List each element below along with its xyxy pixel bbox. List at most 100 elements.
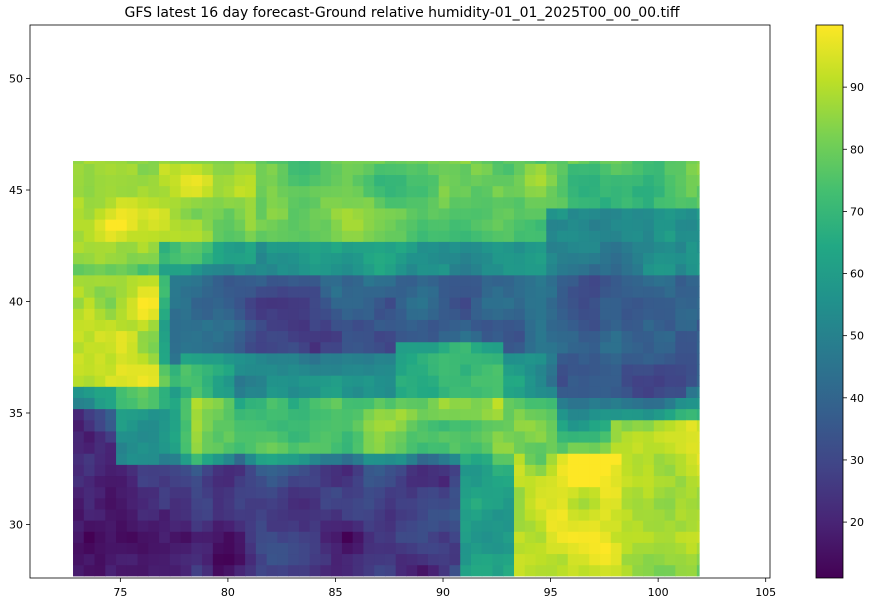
heatmap-cell — [610, 553, 623, 566]
heatmap-cell — [73, 464, 85, 477]
heatmap-cell — [621, 453, 633, 465]
heatmap-cell — [94, 542, 106, 555]
heatmap-cell — [159, 553, 171, 566]
heatmap-cell — [686, 252, 698, 265]
heatmap-cell — [406, 520, 418, 532]
heatmap-cell — [202, 520, 214, 532]
heatmap-cell — [94, 161, 106, 164]
heatmap-cell — [460, 553, 472, 566]
colorbar-tick-label: 60 — [850, 268, 864, 281]
heatmap-cell — [94, 341, 106, 354]
heatmap-cell — [212, 285, 225, 298]
heatmap-cell — [266, 174, 278, 187]
heatmap-cell — [653, 497, 666, 510]
heatmap-cell — [363, 196, 375, 209]
heatmap-cell — [610, 308, 623, 320]
heatmap-cell — [384, 230, 397, 242]
heatmap-cell — [126, 319, 139, 332]
heatmap-cell — [546, 508, 558, 521]
heatmap-cell — [395, 531, 408, 543]
heatmap-cell — [320, 163, 332, 175]
heatmap-cell — [148, 196, 160, 209]
heatmap-cell — [417, 341, 429, 354]
heatmap-cell — [245, 520, 257, 532]
heatmap-cell — [632, 219, 644, 231]
heatmap-cell — [675, 330, 687, 343]
heatmap-cell — [137, 564, 149, 577]
heatmap-cell — [320, 497, 332, 510]
heatmap-cell — [148, 363, 160, 376]
heatmap-cell — [503, 274, 515, 287]
heatmap-cell — [137, 308, 149, 320]
heatmap-cell — [621, 542, 633, 555]
heatmap-cell — [105, 241, 117, 254]
heatmap-cell — [180, 464, 192, 477]
heatmap-cell — [546, 486, 558, 499]
heatmap-cell — [524, 285, 537, 298]
heatmap-cell — [116, 308, 128, 320]
heatmap-cell — [514, 464, 526, 477]
heatmap-cell — [363, 230, 375, 242]
heatmap-cell — [105, 508, 117, 521]
heatmap-cell — [395, 464, 408, 477]
heatmap-cell — [169, 375, 182, 387]
heatmap-cell — [524, 520, 537, 532]
heatmap-cell — [288, 441, 300, 454]
heatmap-cell — [320, 486, 332, 499]
heatmap-cell — [277, 486, 289, 499]
heatmap-cell — [610, 508, 623, 521]
heatmap-cell — [309, 497, 322, 510]
heatmap-cell — [363, 419, 375, 432]
x-tick-label: 80 — [221, 586, 235, 599]
heatmap-cell — [159, 408, 171, 421]
heatmap-cell — [234, 319, 246, 332]
heatmap-cell — [234, 341, 246, 354]
heatmap-cell — [395, 185, 408, 198]
heatmap-cell — [557, 185, 569, 198]
heatmap-cell — [94, 352, 106, 365]
heatmap-cell — [94, 553, 106, 566]
heatmap-cell — [288, 196, 300, 209]
heatmap-cell — [535, 207, 547, 220]
heatmap-cell — [73, 475, 85, 488]
heatmap-cell — [406, 196, 418, 209]
heatmap-cell — [384, 161, 397, 164]
heatmap-cell — [481, 520, 494, 532]
heatmap-cell — [632, 520, 644, 532]
heatmap-cell — [116, 397, 128, 410]
heatmap-cell — [137, 553, 149, 566]
heatmap-cell — [320, 419, 332, 432]
heatmap-cell — [395, 163, 408, 175]
heatmap-cell — [600, 419, 612, 432]
heatmap-cell — [202, 252, 214, 265]
heatmap-cell — [212, 363, 225, 376]
heatmap-cell — [492, 161, 504, 164]
heatmap-cell — [202, 352, 214, 365]
heatmap-cell — [546, 219, 558, 231]
heatmap-cell — [288, 352, 300, 365]
colorbar-tick-label: 80 — [850, 143, 864, 156]
heatmap-cell — [137, 274, 149, 287]
heatmap-cell — [481, 297, 494, 309]
heatmap-cell — [309, 185, 322, 198]
heatmap-cell — [169, 397, 182, 410]
heatmap-cell — [191, 363, 203, 376]
heatmap-cell — [352, 174, 365, 187]
heatmap-cell — [341, 441, 354, 454]
heatmap-cell — [331, 241, 343, 254]
heatmap-cell — [363, 330, 375, 343]
heatmap-cell — [341, 185, 354, 198]
heatmap-cell — [492, 285, 504, 298]
heatmap-cell — [567, 441, 580, 454]
heatmap-cell — [277, 508, 289, 521]
heatmap-cell — [309, 230, 322, 242]
heatmap-cell — [384, 553, 397, 566]
heatmap-cell — [632, 241, 644, 254]
heatmap-cell — [686, 308, 698, 320]
heatmap-cell — [492, 341, 504, 354]
heatmap-cell — [137, 375, 149, 387]
heatmap-cell — [94, 430, 106, 443]
heatmap-cell — [653, 441, 666, 454]
heatmap-cell — [191, 319, 203, 332]
heatmap-cell — [470, 263, 483, 276]
